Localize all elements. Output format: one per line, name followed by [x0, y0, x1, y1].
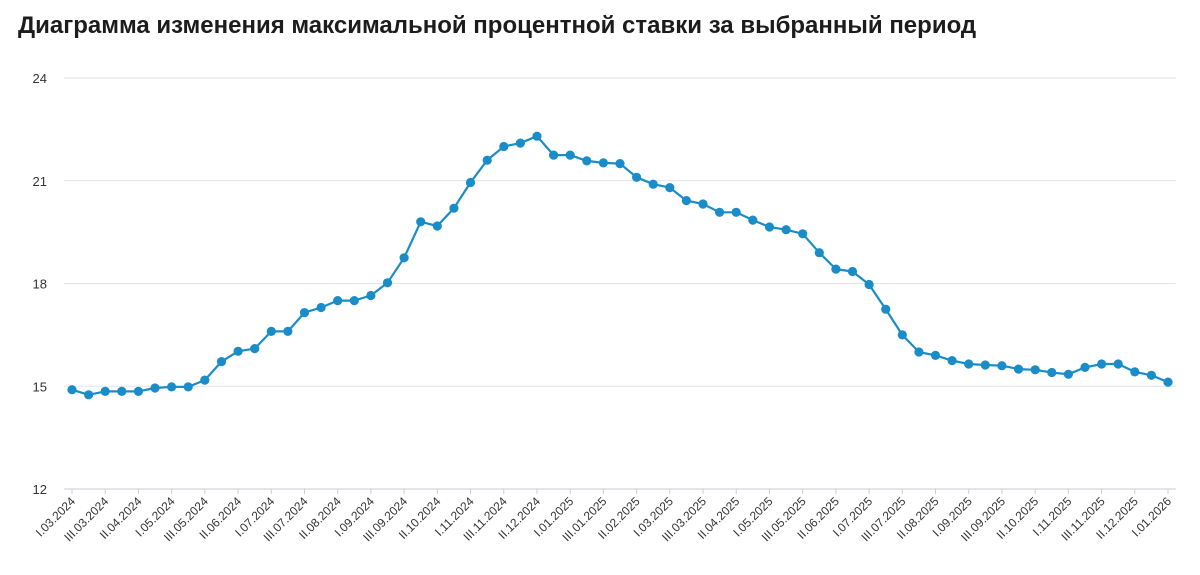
y-tick-label: 24 — [33, 71, 47, 86]
data-point[interactable] — [432, 221, 442, 231]
data-point[interactable] — [731, 207, 741, 217]
data-point[interactable] — [465, 177, 476, 188]
data-point[interactable] — [549, 150, 559, 160]
data-point[interactable] — [1130, 367, 1140, 377]
data-point[interactable] — [881, 304, 891, 314]
data-point[interactable] — [781, 225, 791, 235]
data-point[interactable] — [233, 346, 243, 356]
data-point[interactable] — [632, 172, 642, 182]
data-point[interactable] — [1063, 369, 1073, 379]
data-point[interactable] — [1097, 359, 1107, 369]
data-point[interactable] — [333, 296, 343, 306]
data-point[interactable] — [283, 326, 293, 336]
data-point[interactable] — [67, 385, 77, 395]
x-axis-ticks: I.03.2024III.03.2024II.04.2024I.05.2024I… — [33, 489, 1174, 544]
data-point[interactable] — [100, 386, 110, 396]
chart-title: Диаграмма изменения максимальной процент… — [18, 12, 977, 39]
data-point[interactable] — [698, 199, 708, 209]
data-point[interactable] — [814, 248, 824, 258]
grid-layer — [64, 77, 1176, 490]
data-point[interactable] — [117, 386, 127, 396]
data-point[interactable] — [565, 150, 575, 160]
data-point[interactable] — [499, 141, 509, 152]
data-point[interactable] — [1113, 359, 1123, 369]
data-point[interactable] — [382, 278, 393, 288]
data-point[interactable] — [964, 359, 974, 369]
data-point[interactable] — [1047, 367, 1057, 378]
data-point[interactable] — [764, 222, 775, 232]
data-point[interactable] — [133, 386, 143, 396]
data-point[interactable] — [864, 279, 874, 290]
data-point[interactable] — [399, 253, 409, 263]
data-point[interactable] — [598, 158, 609, 168]
data-point[interactable] — [482, 155, 492, 165]
y-tick-label: 21 — [33, 174, 47, 189]
data-point[interactable] — [349, 296, 359, 306]
data-point[interactable] — [200, 375, 210, 385]
series-line — [71, 135, 1169, 396]
data-point[interactable] — [582, 156, 592, 166]
data-point[interactable] — [980, 360, 990, 370]
data-point[interactable] — [167, 382, 177, 392]
data-point[interactable] — [1146, 370, 1156, 380]
data-point[interactable] — [615, 159, 625, 169]
data-point[interactable] — [831, 264, 841, 274]
y-tick-label: 15 — [33, 379, 47, 394]
data-point[interactable] — [648, 179, 658, 189]
data-point[interactable] — [1080, 362, 1090, 372]
data-point[interactable] — [183, 382, 193, 392]
y-axis-ticks: 12 15 18 21 24 — [33, 71, 47, 497]
data-point[interactable] — [1163, 377, 1173, 387]
data-point[interactable] — [748, 215, 758, 225]
data-point[interactable] — [532, 131, 542, 141]
data-point[interactable] — [150, 383, 160, 393]
data-point[interactable] — [366, 290, 376, 301]
data-points — [67, 131, 1173, 400]
data-point[interactable] — [947, 356, 957, 366]
data-point[interactable] — [266, 326, 276, 336]
data-point[interactable] — [798, 229, 808, 239]
data-point[interactable] — [316, 302, 326, 313]
data-point[interactable] — [715, 207, 725, 217]
data-point[interactable] — [897, 330, 907, 340]
y-tick-label: 18 — [33, 277, 47, 292]
data-point[interactable] — [515, 138, 526, 148]
data-point[interactable] — [914, 347, 924, 357]
data-point[interactable] — [250, 344, 260, 354]
data-point[interactable] — [847, 266, 858, 277]
data-point[interactable] — [1030, 365, 1040, 375]
data-point[interactable] — [299, 308, 310, 318]
data-point[interactable] — [449, 203, 459, 213]
data-point[interactable] — [930, 350, 941, 360]
data-point[interactable] — [416, 217, 426, 227]
y-tick-label: 12 — [33, 482, 47, 497]
data-point[interactable] — [1013, 364, 1024, 374]
data-point[interactable] — [681, 196, 692, 206]
data-point[interactable] — [997, 361, 1007, 371]
data-point[interactable] — [84, 390, 94, 400]
data-point[interactable] — [216, 357, 227, 367]
data-point[interactable] — [665, 183, 675, 193]
